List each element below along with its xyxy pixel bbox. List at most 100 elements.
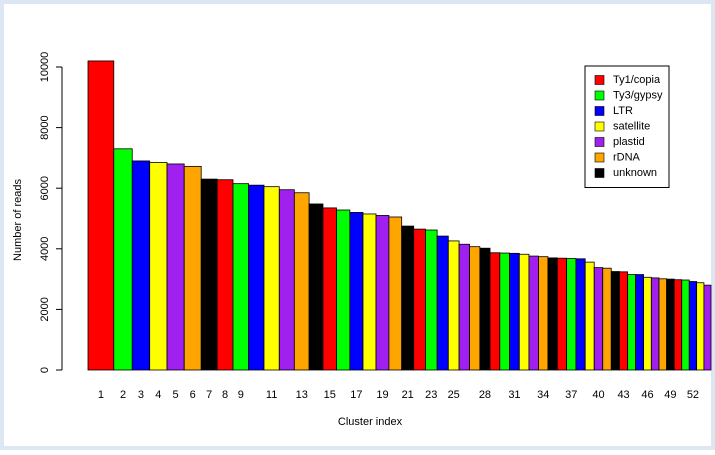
bar (673, 279, 683, 371)
bar (538, 256, 549, 371)
x-tick-label: 34 (537, 389, 549, 401)
legend-label: Ty1/copia (613, 74, 661, 86)
x-tick-label: 11 (266, 389, 277, 401)
bar (469, 246, 481, 371)
bar (293, 192, 310, 371)
x-tick-label: 25 (448, 389, 460, 401)
y-axis-label: Number of reads (12, 179, 24, 261)
bar (248, 184, 265, 371)
bar (375, 215, 390, 371)
y-tick-label: 2000 (39, 297, 51, 321)
x-tick-label: 7 (206, 389, 212, 401)
y-tick-label: 4000 (39, 237, 51, 261)
bar (413, 228, 426, 371)
bar (131, 160, 151, 371)
bar (575, 258, 586, 371)
x-tick-label: 49 (664, 389, 676, 401)
bar (584, 261, 595, 371)
bar (509, 252, 520, 371)
x-tick-label: 52 (687, 389, 699, 401)
legend-swatch (594, 168, 605, 178)
x-tick-label: 4 (155, 389, 161, 401)
bar (362, 213, 377, 371)
legend-label: LTR (613, 105, 633, 117)
legend-swatch (594, 106, 605, 116)
bar (619, 271, 629, 371)
bar (401, 225, 415, 371)
x-tick-label: 31 (508, 389, 520, 401)
bar (458, 243, 470, 371)
bar (489, 252, 501, 371)
x-tick-label: 21 (402, 389, 414, 401)
legend-swatch (594, 121, 605, 132)
bar (166, 163, 185, 371)
x-tick-label: 3 (138, 389, 144, 401)
bar (425, 229, 438, 371)
bar (566, 258, 577, 371)
legend-label: rDNA (613, 151, 641, 163)
bar (528, 255, 539, 371)
x-tick-label: 23 (425, 389, 437, 401)
bar (87, 60, 115, 371)
bar (627, 274, 637, 371)
x-tick-label: 46 (641, 389, 653, 401)
x-tick-label: 40 (592, 389, 604, 401)
x-tick-label: 5 (173, 389, 179, 401)
legend-swatch (594, 152, 605, 163)
bar (388, 216, 403, 371)
bar (658, 278, 668, 371)
bar (447, 240, 460, 371)
y-tick-label: 0 (39, 367, 51, 373)
bar (666, 278, 675, 371)
bar (602, 267, 612, 371)
bar (200, 178, 218, 371)
bar (547, 257, 558, 371)
x-tick-label: 17 (350, 389, 362, 401)
bar (149, 162, 168, 371)
legend-swatch (594, 75, 605, 85)
bar (688, 281, 698, 371)
bar (479, 247, 491, 371)
legend-label: satellite (613, 120, 650, 132)
bar (336, 209, 351, 371)
bar (278, 189, 295, 371)
legend-swatch (594, 137, 605, 147)
x-tick-label: 6 (190, 389, 196, 401)
bar (635, 274, 644, 371)
bar (518, 253, 530, 371)
bar (499, 252, 510, 371)
bar (643, 276, 652, 371)
x-tick-label: 13 (296, 389, 308, 401)
x-tick-label: 28 (479, 389, 491, 401)
x-tick-label: 2 (120, 389, 126, 401)
bar (216, 179, 234, 371)
legend-label: plastid (613, 136, 645, 148)
bar (349, 212, 364, 371)
x-tick-label: 1 (98, 389, 104, 401)
x-tick-label: 9 (238, 389, 244, 401)
legend-label: Ty3/gypsy (613, 89, 663, 101)
y-tick-label: 8000 (39, 115, 51, 139)
bar (232, 183, 249, 371)
x-tick-label: 15 (324, 389, 336, 401)
bar (263, 186, 280, 371)
bar (593, 267, 604, 371)
y-tick-label: 10000 (39, 52, 51, 83)
bar (308, 203, 324, 371)
x-tick-label: 8 (222, 389, 228, 401)
bar (610, 271, 620, 371)
bar (322, 207, 337, 371)
x-axis-label: Cluster index (338, 416, 403, 428)
y-tick-label: 6000 (39, 176, 51, 200)
bar (650, 277, 660, 371)
bar (681, 279, 690, 371)
x-tick-label: 19 (376, 389, 388, 401)
bar (703, 284, 712, 371)
bar (436, 235, 449, 371)
legend-swatch (594, 90, 605, 101)
legend-label: unknown (613, 167, 657, 179)
x-tick-label: 37 (565, 389, 577, 401)
bar (183, 165, 202, 371)
bar (113, 148, 133, 371)
